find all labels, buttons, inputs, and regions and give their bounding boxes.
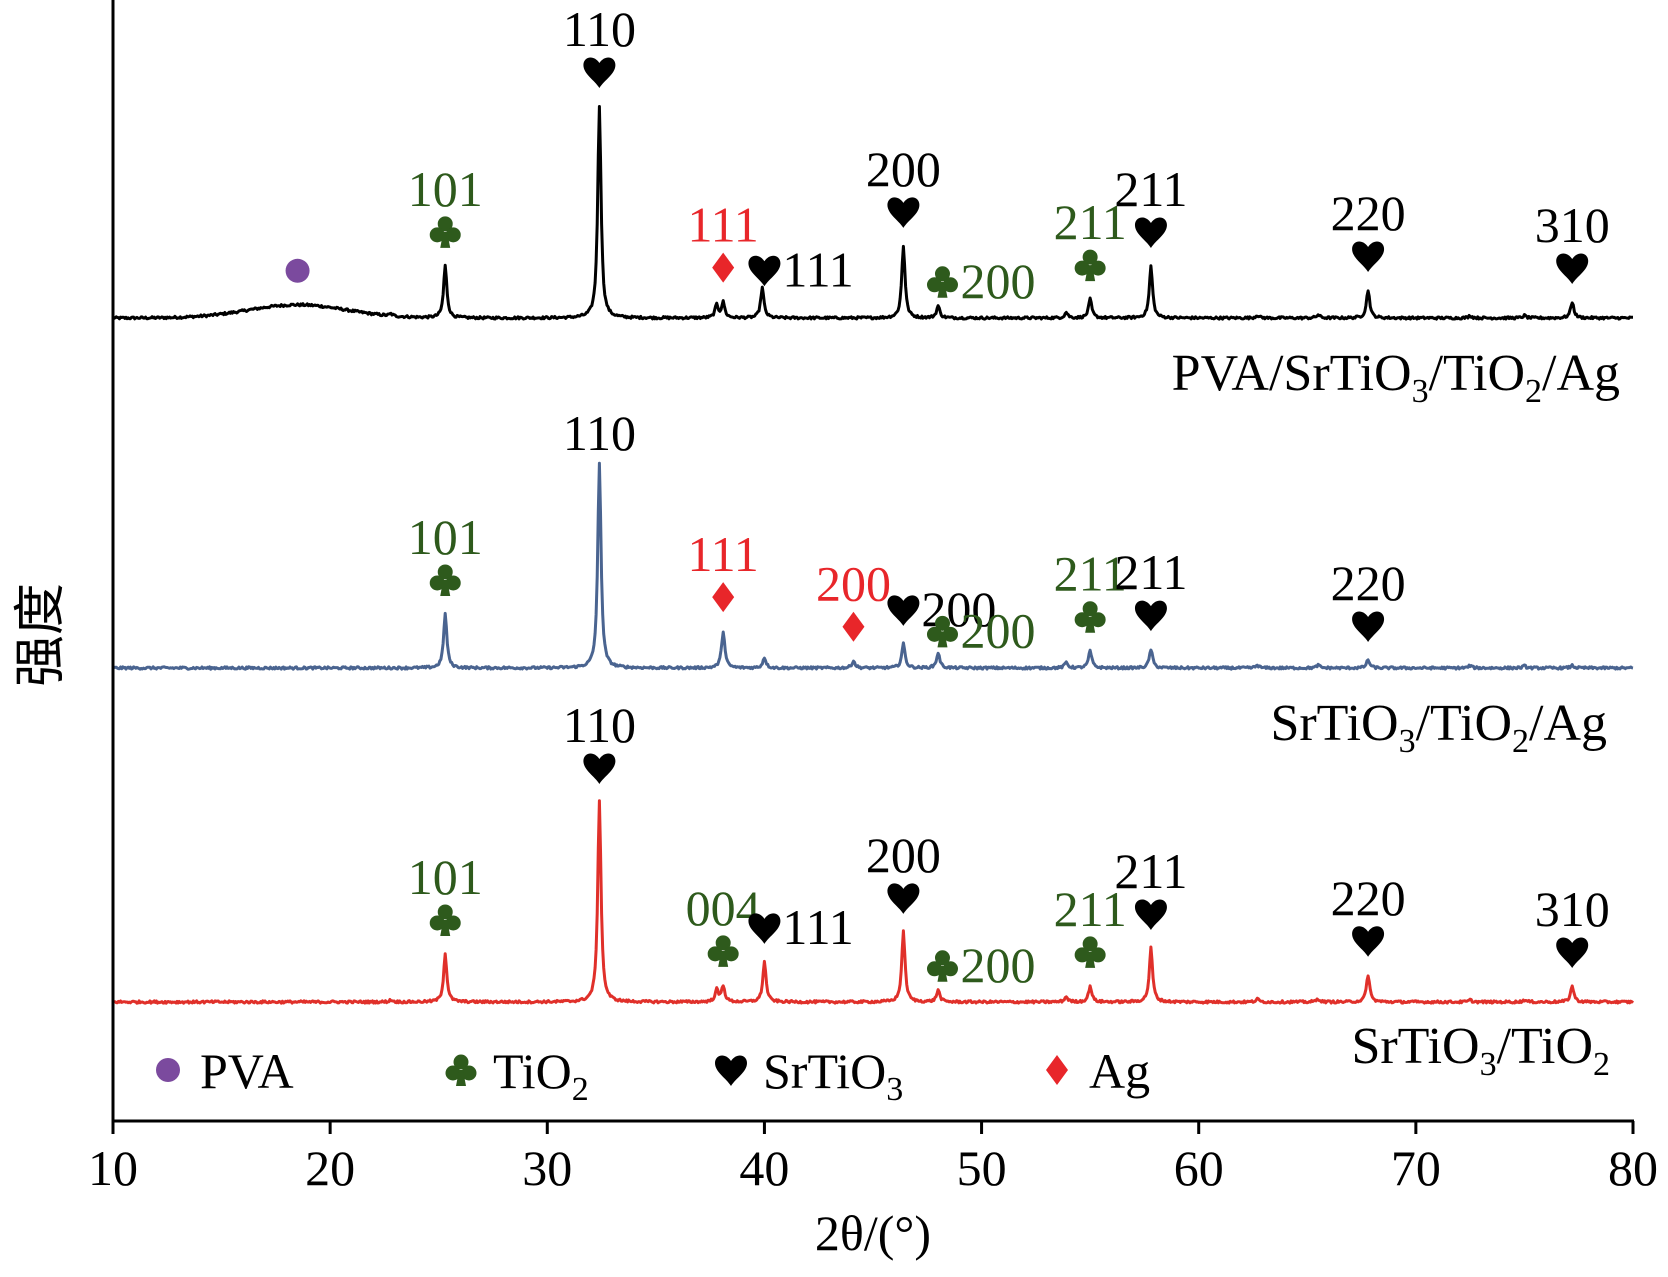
legend-label-1: TiO2 <box>493 1043 589 1108</box>
heart-marker-s1-9 <box>1352 241 1385 272</box>
club-marker-s3-5 <box>926 950 958 982</box>
peak-label-s3-3: 111 <box>782 899 853 955</box>
peak-label-s1-8: 211 <box>1114 161 1187 217</box>
heart-marker-s1-8 <box>1134 217 1167 248</box>
legend-club-icon <box>445 1054 477 1086</box>
x-tick-label-50: 50 <box>957 1140 1007 1196</box>
legend-diamond-icon <box>1046 1055 1068 1085</box>
peak-label-s3-6: 211 <box>1054 881 1127 937</box>
peak-label-s3-8: 220 <box>1331 870 1406 926</box>
peak-label-s1-7: 211 <box>1054 194 1127 250</box>
peak-label-s1-1: 101 <box>408 161 483 217</box>
legend-circle-icon <box>156 1058 180 1082</box>
peak-label-s1-9: 220 <box>1331 185 1406 241</box>
sample-label-1: PVA/SrTiO3/TiO2/Ag <box>1172 345 1620 410</box>
series-line-2 <box>111 461 1634 671</box>
peak-label-s2-8: 220 <box>1331 555 1406 611</box>
heart-marker-s1-10 <box>1556 253 1589 284</box>
heart-marker-s3-4 <box>887 883 920 914</box>
y-axis-title: 强度 <box>11 583 71 687</box>
peak-label-s2-5: 200 <box>960 602 1035 658</box>
peak-label-s2-3: 200 <box>816 556 891 612</box>
heart-marker-s1-2 <box>583 57 616 88</box>
heart-marker-s3-8 <box>1352 926 1385 957</box>
diamond-marker-s1-3 <box>712 252 735 283</box>
peak-label-s1-5: 200 <box>866 141 941 197</box>
heart-marker-s2-4 <box>887 595 920 626</box>
sample-label-2: SrTiO3/TiO2/Ag <box>1270 695 1607 760</box>
x-ticks: 10 20 30 40 50 60 70 80 <box>88 1121 1658 1196</box>
x-tick-label-80: 80 <box>1608 1140 1658 1196</box>
heart-marker-s3-3 <box>748 913 781 944</box>
club-marker-s1-7 <box>1074 249 1106 282</box>
heart-marker-s1-5 <box>887 197 920 228</box>
peak-label-s3-0: 101 <box>408 849 483 905</box>
peak-label-s1-2: 110 <box>563 1 636 57</box>
peak-label-s3-4: 200 <box>866 827 941 883</box>
legend-label-2: SrTiO3 <box>763 1043 903 1108</box>
x-tick-label-40: 40 <box>739 1140 789 1196</box>
x-tick-label-60: 60 <box>1174 1140 1224 1196</box>
sample-label-3: SrTiO3/TiO2 <box>1351 1018 1610 1083</box>
peak-label-s1-4: 111 <box>782 241 853 297</box>
series-line-3 <box>112 799 1635 1005</box>
legend: PVA TiO2 SrTiO3 Ag <box>156 1043 1150 1108</box>
heart-marker-s2-7 <box>1134 600 1167 632</box>
circle-marker-s1-0 <box>285 258 310 283</box>
club-marker-s2-5 <box>926 615 958 648</box>
peak-label-s2-6: 211 <box>1054 546 1127 602</box>
x-tick-label-30: 30 <box>522 1140 572 1196</box>
peak-label-s3-7: 211 <box>1114 843 1187 899</box>
club-marker-s2-6 <box>1074 601 1106 633</box>
legend-label-0: PVA <box>200 1043 294 1099</box>
peak-label-s3-2: 004 <box>686 880 761 936</box>
peak-label-s1-3: 111 <box>688 197 759 253</box>
diamond-marker-s2-3 <box>842 611 865 642</box>
peak-label-s3-5: 200 <box>960 937 1035 993</box>
peak-label-s2-7: 211 <box>1114 544 1187 600</box>
club-marker-s3-2 <box>707 935 739 967</box>
peak-label-s3-1: 110 <box>563 697 636 753</box>
axes <box>111 0 1634 1123</box>
peak-label-s2-0: 101 <box>408 509 483 565</box>
legend-heart-icon <box>715 1055 747 1086</box>
heart-marker-s3-1 <box>583 753 616 784</box>
heart-marker-s2-8 <box>1352 611 1385 642</box>
x-axis-title: 2θ/(°) <box>815 1205 931 1261</box>
peak-label-s2-2: 111 <box>688 526 759 582</box>
diamond-marker-s2-2 <box>712 582 735 613</box>
club-marker-s3-6 <box>1074 936 1106 968</box>
club-marker-s1-1 <box>429 216 461 248</box>
x-tick-label-70: 70 <box>1391 1140 1441 1196</box>
series-line-1 <box>112 105 1634 321</box>
heart-marker-s3-9 <box>1556 937 1589 968</box>
peak-label-s1-6: 200 <box>960 253 1035 309</box>
heart-marker-s1-4 <box>748 255 781 287</box>
series-layer: PVA/SrTiO3/TiO2/Ag SrTiO3/TiO2/Ag SrTiO3/T… <box>111 105 1635 1083</box>
x-tick-label-10: 10 <box>88 1140 138 1196</box>
club-marker-s3-0 <box>429 904 461 936</box>
legend-label-3: Ag <box>1089 1043 1150 1099</box>
heart-marker-s3-7 <box>1134 899 1167 930</box>
peak-label-s2-1: 110 <box>563 405 636 461</box>
x-tick-label-20: 20 <box>305 1140 355 1196</box>
peak-label-s3-9: 310 <box>1535 881 1610 937</box>
club-marker-s1-6 <box>926 266 958 298</box>
club-marker-s2-0 <box>429 564 461 596</box>
peak-label-s1-10: 310 <box>1535 197 1610 253</box>
